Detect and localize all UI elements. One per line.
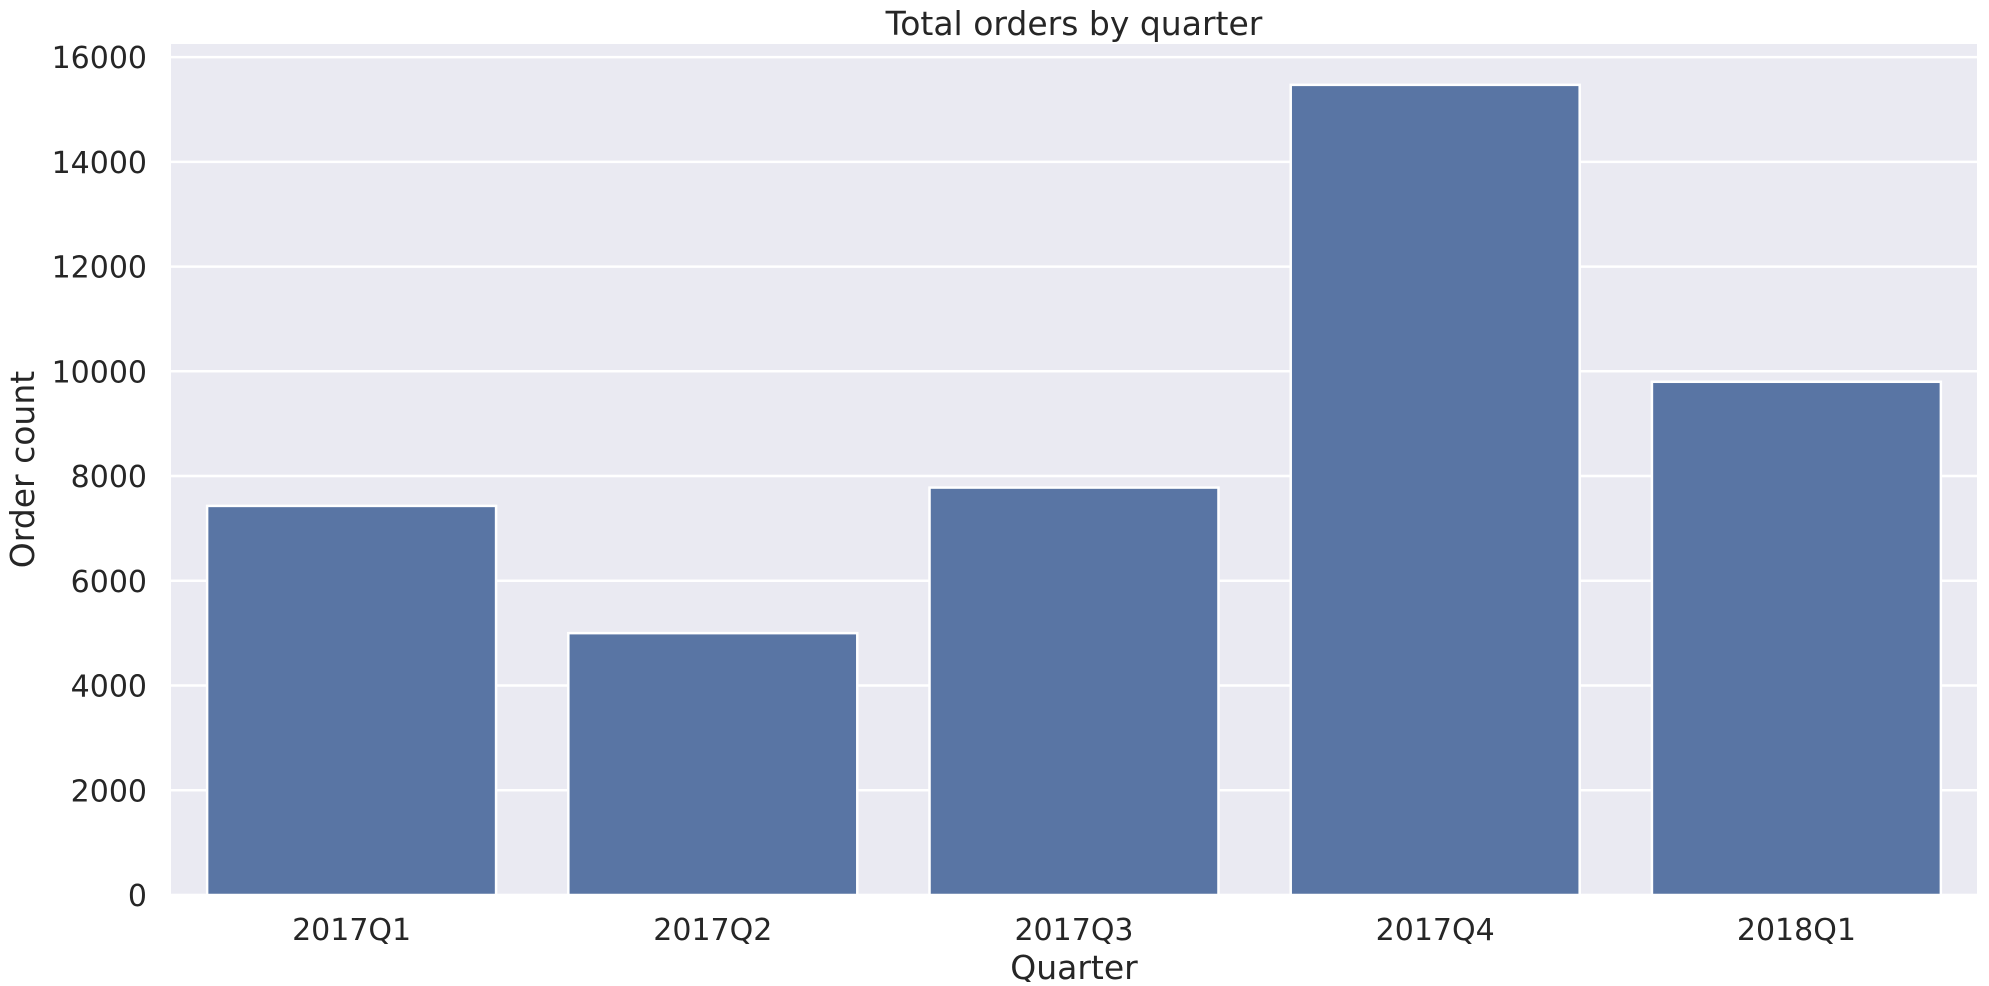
x-tick-label: 2017Q3 [1014,913,1133,948]
x-tick-labels: 2017Q1 2017Q2 2017Q3 2017Q4 2018Q1 [292,913,1856,948]
x-tick-label: 2017Q4 [1376,913,1495,948]
y-tick-label: 16000 [52,41,147,76]
y-tick-label: 0 [128,879,147,914]
bars [205,83,1943,897]
x-tick-label: 2017Q1 [292,913,411,948]
y-axis-label: Order count [3,371,42,568]
bar-2017Q1 [205,504,498,897]
x-tick-label: 2018Q1 [1737,913,1856,948]
x-tick-label: 2017Q2 [653,913,772,948]
y-tick-label: 8000 [71,460,147,495]
chart-title: Total orders by quarter [885,4,1263,43]
y-tick-label: 2000 [71,774,147,809]
bar-2017Q4 [1289,83,1581,897]
y-tick-label: 14000 [52,146,147,181]
y-tick-label: 4000 [71,670,147,705]
y-tick-label: 6000 [71,565,147,600]
y-tick-label: 12000 [52,251,147,286]
x-axis-label: Quarter [1010,948,1138,982]
y-tick-labels: 0 2000 4000 6000 8000 10000 12000 14000 16000 [52,41,147,914]
bar-2018Q1 [1650,380,1943,897]
y-tick-label: 10000 [52,355,147,390]
bar-2017Q2 [567,631,859,897]
bar-2017Q3 [928,486,1220,897]
